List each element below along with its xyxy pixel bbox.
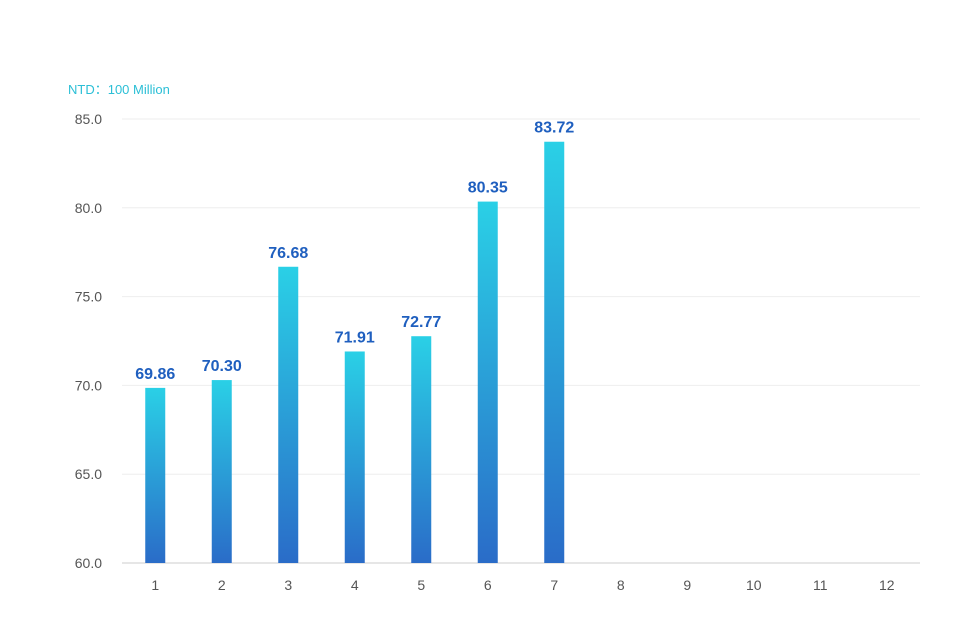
gridlines xyxy=(122,118,920,564)
x-tick-label: 5 xyxy=(417,577,425,593)
y-tick-label: 80.0 xyxy=(75,200,102,216)
y-tick-label: 75.0 xyxy=(75,289,102,305)
data-label-2: 70.30 xyxy=(202,358,242,375)
y-tick-label: 65.0 xyxy=(75,466,102,482)
data-label-7: 83.72 xyxy=(534,120,574,137)
data-label-6: 80.35 xyxy=(468,180,508,197)
y-axis-ticks: 60.0 65.0 70.0 75.0 80.0 85.0 xyxy=(75,111,102,571)
data-label-5: 72.77 xyxy=(401,314,441,331)
x-tick-label: 7 xyxy=(550,577,558,593)
y-tick-label: 85.0 xyxy=(75,111,102,127)
x-axis-ticks: 1 2 3 4 5 6 7 8 9 10 11 12 xyxy=(151,577,894,593)
data-label-1: 69.86 xyxy=(135,366,175,383)
x-tick-label: 10 xyxy=(746,577,762,593)
x-tick-label: 8 xyxy=(617,577,625,593)
unit-label: NTD：100 Million xyxy=(68,82,170,97)
x-tick-label: 3 xyxy=(284,577,292,593)
data-label-4: 71.91 xyxy=(335,329,375,346)
x-tick-label: 4 xyxy=(351,577,359,593)
bar-2 xyxy=(211,380,232,563)
bar-4 xyxy=(344,351,365,563)
x-tick-label: 9 xyxy=(683,577,691,593)
x-tick-label: 11 xyxy=(813,577,828,593)
y-tick-label: 60.0 xyxy=(75,555,102,571)
y-tick-label: 70.0 xyxy=(75,377,102,393)
x-tick-label: 1 xyxy=(151,577,159,593)
x-tick-label: 6 xyxy=(484,577,492,593)
x-tick-label: 12 xyxy=(879,577,895,593)
bar-6 xyxy=(477,201,498,564)
bar-1 xyxy=(145,387,166,563)
bar-5 xyxy=(411,336,432,563)
x-tick-label: 2 xyxy=(218,577,226,593)
bar-3 xyxy=(278,266,299,563)
bars xyxy=(145,141,565,564)
data-label-3: 76.68 xyxy=(268,245,308,262)
data-labels: 69.86 70.30 76.68 71.91 72.77 80.35 83.72 xyxy=(135,120,574,383)
bar-7 xyxy=(544,141,565,564)
